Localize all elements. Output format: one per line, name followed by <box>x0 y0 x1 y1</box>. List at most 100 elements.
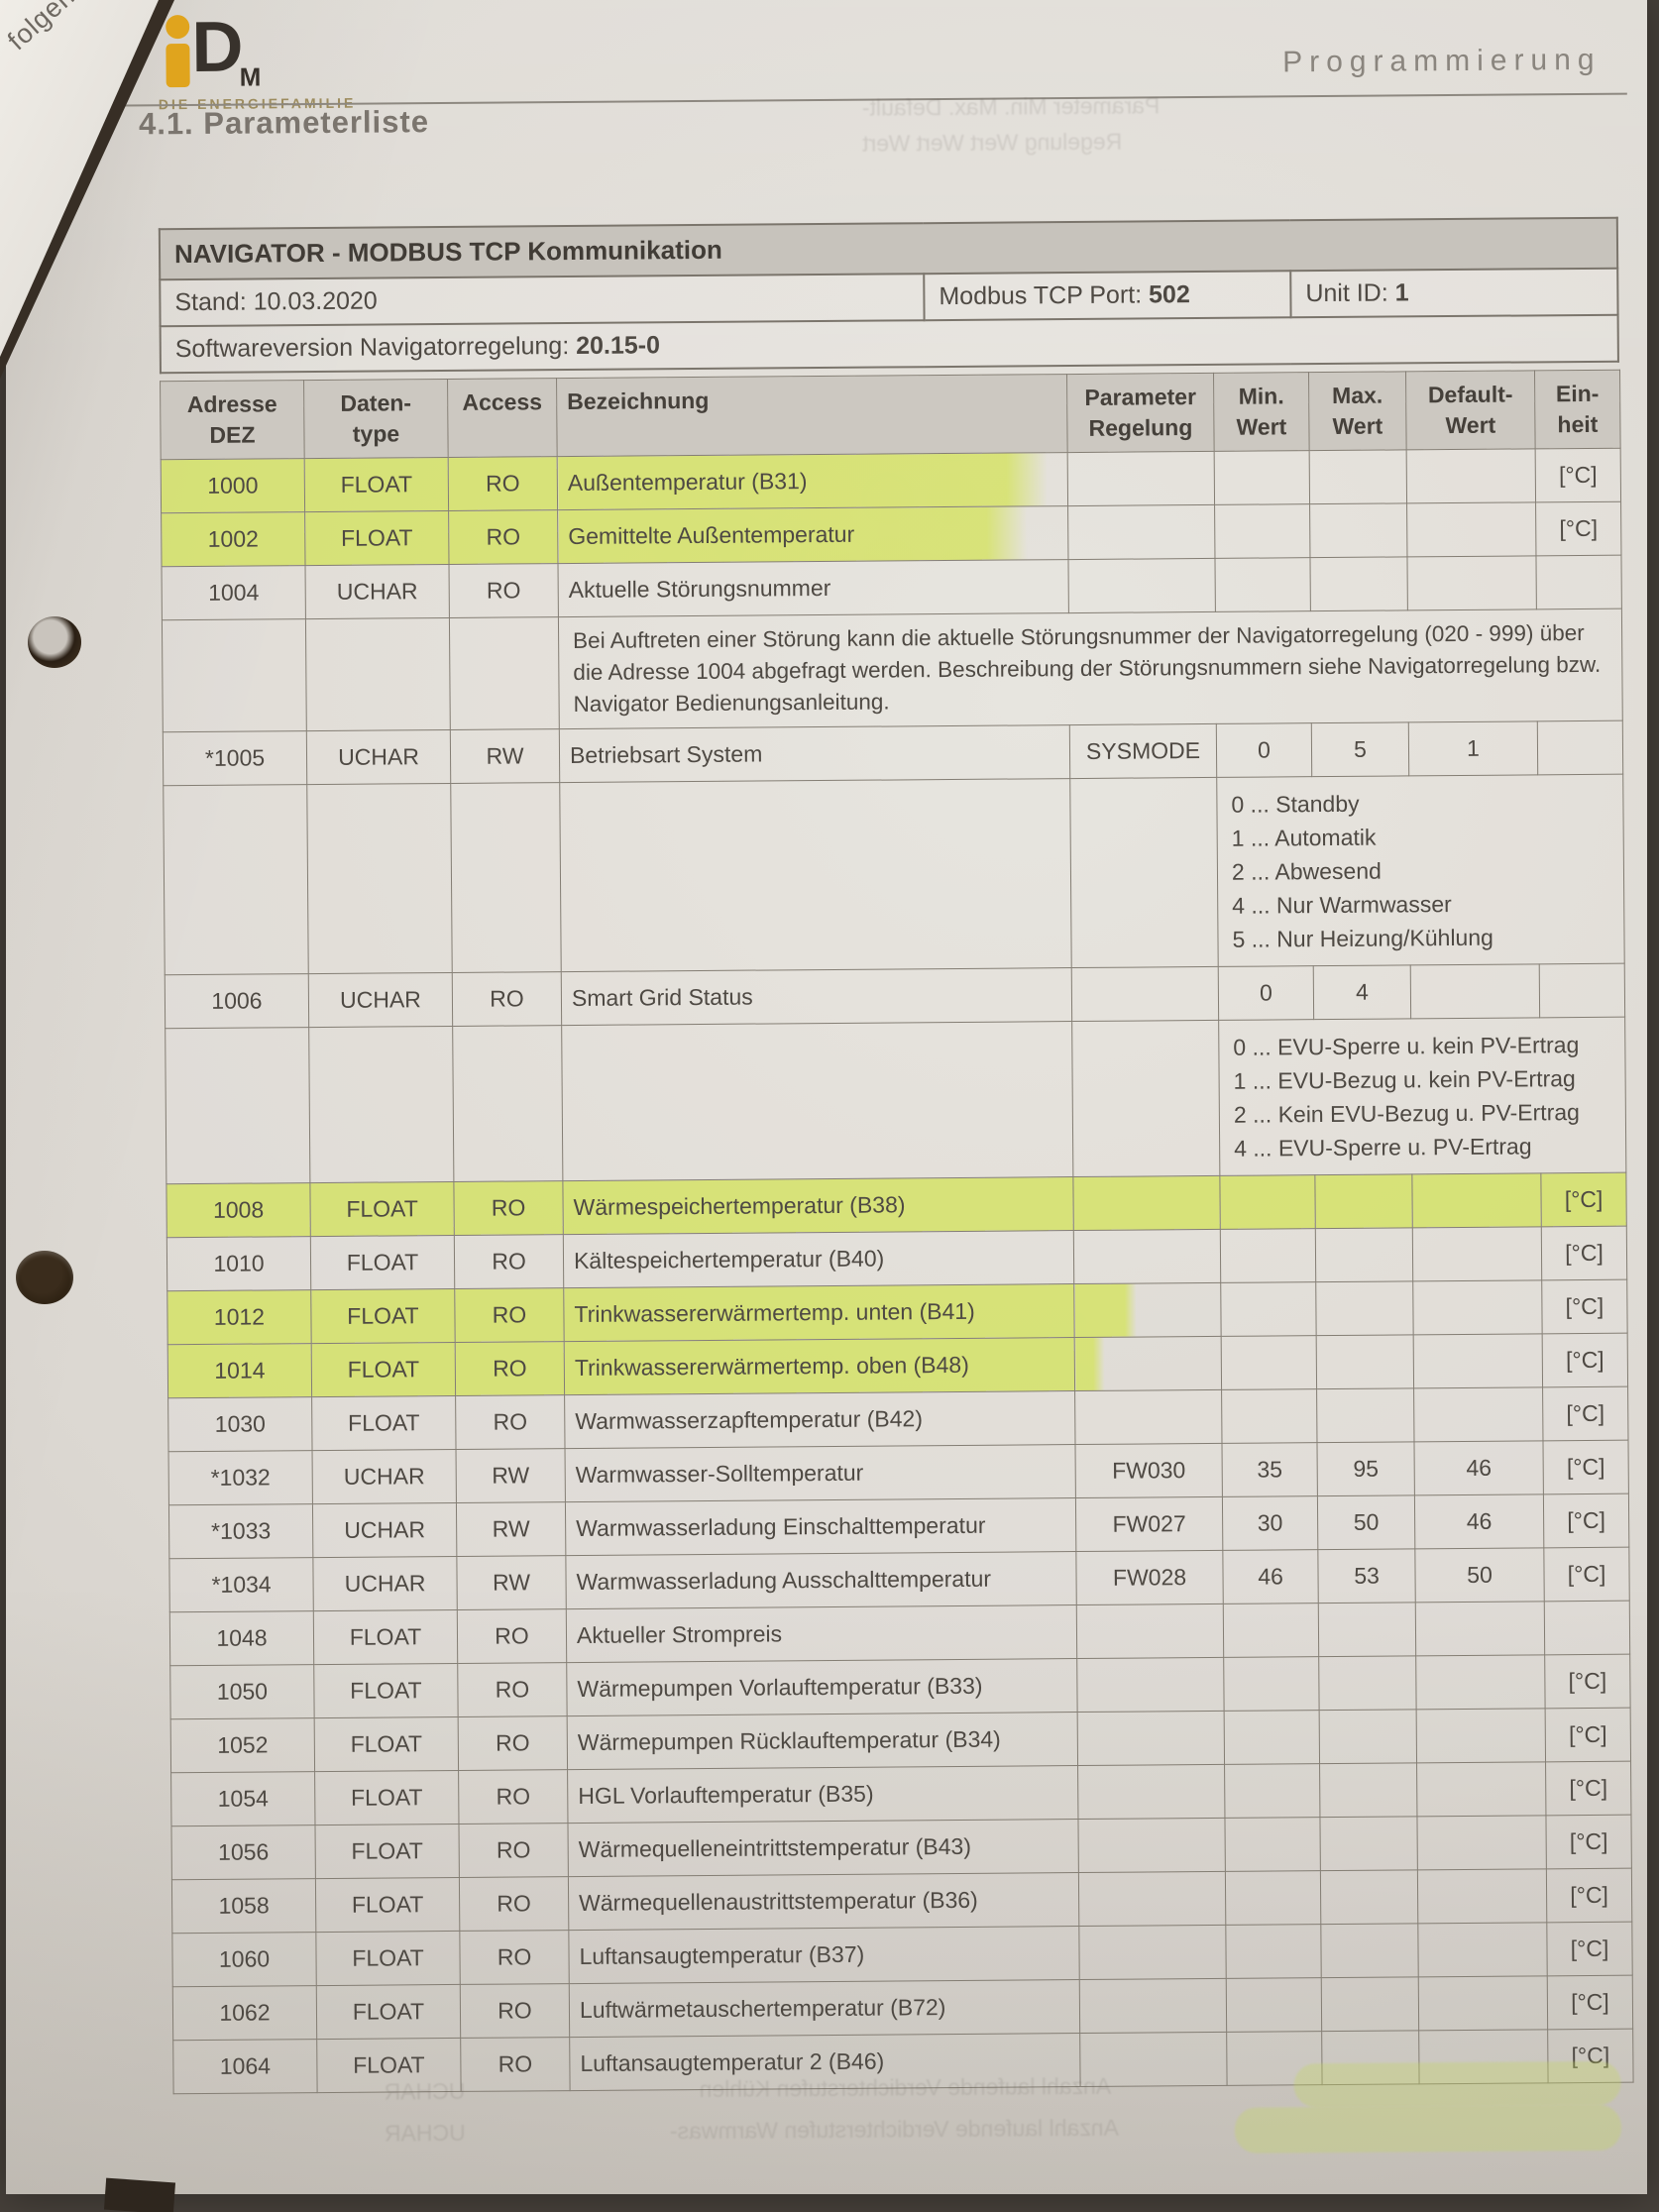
cell-acc: RO <box>459 1930 570 1985</box>
parameter-table: Adresse DEZ Daten-type Access Bezeichnung… <box>160 370 1634 2095</box>
cell-min <box>1220 1281 1317 1337</box>
bleed-text: Anzahl laufende Verdichterstufen Warmwas… <box>669 2114 1120 2145</box>
cell-acc: RW <box>450 728 560 784</box>
cell-acc: RO <box>454 1287 565 1343</box>
cell-bez: Wärmepumpen Rücklauftemperatur (B34) <box>567 1712 1078 1770</box>
empty-cell <box>306 783 453 974</box>
cell-def <box>1415 1601 1545 1656</box>
cell-acc: RO <box>448 509 559 565</box>
cell-def: 46 <box>1413 1440 1544 1495</box>
cell-max: 5 <box>1311 721 1409 777</box>
cell-adr: 1060 <box>171 1932 317 1987</box>
note-text: Bei Auftreten einer Störung kann die akt… <box>558 608 1623 729</box>
cell-min: 0 <box>1216 722 1312 778</box>
cell-max <box>1319 1709 1417 1764</box>
cell-ein <box>1537 720 1623 775</box>
cell-max <box>1315 1227 1413 1282</box>
cell-adr: 1054 <box>170 1771 315 1826</box>
empty-cell <box>163 784 309 975</box>
cell-bez: Wärmespeichertemperatur (B38) <box>562 1176 1074 1235</box>
enum-values: 0 ... EVU-Sperre u. kein PV-Ertrag 1 ... … <box>1218 1017 1626 1176</box>
cell-def <box>1406 448 1536 503</box>
cell-min <box>1219 1174 1316 1230</box>
cell-ein: [°C] <box>1542 1386 1628 1441</box>
cell-par <box>1074 1389 1222 1445</box>
bleed-text: UCHAR <box>384 2077 466 2105</box>
enum-row: 0 ... EVU-Sperre u. kein PV-Ertrag 1 ... … <box>165 1017 1626 1184</box>
cell-max <box>1319 1816 1418 1871</box>
cell-min: 30 <box>1222 1495 1318 1551</box>
cell-max: 4 <box>1313 964 1411 1020</box>
cell-par <box>1067 504 1215 560</box>
highlighter-bleed <box>1234 2104 1622 2154</box>
empty-cell <box>452 1025 563 1182</box>
cell-dat: FLOAT <box>314 1824 460 1879</box>
cell-dat: FLOAT <box>310 1288 456 1344</box>
cell-par: SYSMODE <box>1069 723 1217 779</box>
cell-min <box>1221 1388 1317 1444</box>
cell-adr: 1010 <box>166 1236 311 1291</box>
cell-acc: RO <box>458 1769 568 1825</box>
cell-bez: Wärmequellenaustrittstemperatur (B36) <box>568 1872 1079 1931</box>
cell-max: 53 <box>1317 1548 1416 1604</box>
cell-def <box>1413 1386 1543 1442</box>
cell-ein: [°C] <box>1546 1922 1633 1976</box>
cell-par <box>1073 1229 1221 1284</box>
cell-def <box>1417 1922 1548 1977</box>
cell-max <box>1316 1387 1414 1443</box>
enum-values: 0 ... Standby 1 ... Automatik 2 ... Abwese… <box>1216 774 1625 967</box>
cell-min <box>1225 1870 1321 1926</box>
cell-ein: [°C] <box>1543 1547 1630 1602</box>
empty-cell <box>1071 1020 1220 1177</box>
cell-dat: UCHAR <box>306 729 451 785</box>
cell-dat: FLOAT <box>313 1609 458 1665</box>
col-parameter: Parameter Regelung <box>1066 373 1215 453</box>
cell-bez: Warmwasserzapftemperatur (B42) <box>564 1390 1075 1449</box>
cell-par <box>1077 1818 1226 1873</box>
cell-min <box>1224 1763 1320 1819</box>
empty-cell <box>165 1027 310 1184</box>
col-bezeichnung: Bezeichnung <box>556 374 1068 457</box>
cell-acc: RO <box>457 1662 568 1717</box>
cell-par <box>1077 1711 1225 1766</box>
cell-max <box>1309 502 1407 558</box>
cell-adr: 1000 <box>161 458 305 513</box>
cell-adr: 1014 <box>167 1343 312 1398</box>
desk-shadow <box>103 2177 176 2212</box>
cell-dat: FLOAT <box>316 1984 461 2040</box>
info-table: NAVIGATOR - MODBUS TCP Kommunikation Sta… <box>159 217 1619 375</box>
cell-acc: RO <box>457 1608 567 1664</box>
cell-dat: FLOAT <box>311 1342 456 1397</box>
bleed-text: UCHAR <box>384 2119 466 2147</box>
cell-dat: FLOAT <box>314 1716 459 1772</box>
cell-dat: UCHAR <box>312 1502 457 1558</box>
cell-def <box>1418 1975 1548 2031</box>
cell-acc: RO <box>458 1823 569 1878</box>
cell-bez: Smart Grid Status <box>561 967 1072 1026</box>
cell-def <box>1412 1279 1543 1335</box>
cell-ein: [°C] <box>1543 1493 1629 1548</box>
cell-acc: RO <box>452 971 562 1027</box>
cell-def <box>1406 555 1537 610</box>
cell-ein: [°C] <box>1535 501 1621 556</box>
empty-cell <box>308 1026 454 1183</box>
cell-par <box>1077 1764 1225 1820</box>
cell-dat: FLOAT <box>310 1235 455 1290</box>
cell-adr: 1030 <box>167 1396 313 1452</box>
cell-bez: Trinkwassererwärmertemp. oben (B48) <box>564 1337 1075 1395</box>
enum-line: 4 ... EVU-Sperre u. PV-Ertrag <box>1234 1133 1532 1161</box>
cell-par <box>1072 1175 1221 1231</box>
cell-adr: 1058 <box>171 1878 316 1934</box>
cell-min <box>1223 1656 1320 1712</box>
cell-par: FW030 <box>1074 1443 1223 1498</box>
logo-m-glyph: M <box>239 61 262 92</box>
cell-bez: Luftwärmetauschertemperatur (B72) <box>569 1979 1080 2038</box>
cell-acc: RO <box>453 1180 564 1236</box>
cell-acc: RO <box>460 2037 571 2092</box>
cell-par <box>1073 1282 1222 1338</box>
cell-bez: Aktueller Strompreis <box>566 1604 1077 1663</box>
cell-adr: 1048 <box>169 1610 314 1666</box>
cell-min <box>1225 1924 1322 1979</box>
bleed-text: Anzahl laufende Verdichterstufen Kühlen <box>699 2072 1112 2103</box>
